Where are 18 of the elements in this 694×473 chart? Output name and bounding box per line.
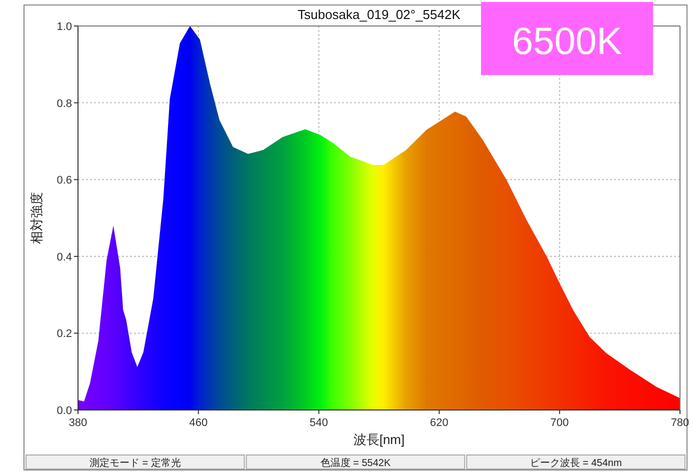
- x-tick-label: 700: [550, 417, 569, 429]
- x-tick-label: 460: [189, 417, 208, 429]
- text: 測定モード = 定常光: [89, 457, 181, 469]
- annotation: 6500K: [512, 21, 622, 63]
- text: 色温度 = 5542K: [320, 457, 391, 469]
- x-axis-title: 波長[nm]: [353, 432, 405, 447]
- y-axis-title: 相対強度: [29, 192, 44, 244]
- x-tick-label: 380: [68, 417, 88, 429]
- y-tick-label: 0.0: [56, 405, 72, 417]
- y-tick-label: 0.6: [56, 174, 72, 187]
- y-tick-label: 0.2: [56, 328, 72, 340]
- y-tick-label: 0.4: [56, 251, 72, 264]
- x-tick-label: 540: [310, 417, 328, 429]
- x-tick-label: 620: [430, 417, 448, 429]
- chart-title: Tsubosaka_019_02°_5542K: [298, 7, 461, 22]
- y-tick-label: 0.8: [56, 98, 72, 110]
- text: ピーク波長 = 454nm: [530, 457, 622, 469]
- y-tick-label: 1.0: [56, 21, 72, 33]
